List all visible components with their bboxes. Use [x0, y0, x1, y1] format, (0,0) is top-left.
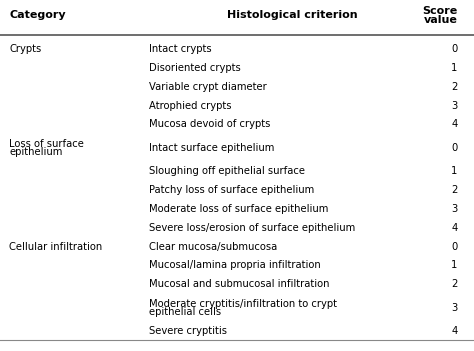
Text: Crypts: Crypts: [9, 44, 42, 54]
Text: Disoriented crypts: Disoriented crypts: [149, 63, 241, 73]
Text: Sloughing off epithelial surface: Sloughing off epithelial surface: [149, 166, 305, 177]
Text: 3: 3: [451, 101, 457, 111]
Text: epithelium: epithelium: [9, 147, 63, 157]
Text: Atrophied crypts: Atrophied crypts: [149, 101, 232, 111]
Text: 0: 0: [451, 143, 457, 153]
Text: Cellular infiltration: Cellular infiltration: [9, 241, 103, 252]
Text: Category: Category: [9, 10, 66, 20]
Text: Score: Score: [422, 6, 457, 15]
Text: Moderate loss of surface epithelium: Moderate loss of surface epithelium: [149, 204, 328, 214]
Text: Mucosal and submucosal infiltration: Mucosal and submucosal infiltration: [149, 279, 330, 289]
Text: Patchy loss of surface epithelium: Patchy loss of surface epithelium: [149, 185, 315, 195]
Text: Moderate cryptitis/infiltration to crypt: Moderate cryptitis/infiltration to crypt: [149, 299, 337, 309]
Text: 0: 0: [451, 241, 457, 252]
Text: 2: 2: [451, 185, 457, 195]
Text: Histological criterion: Histological criterion: [228, 10, 358, 20]
Text: Clear mucosa/submucosa: Clear mucosa/submucosa: [149, 241, 278, 252]
Text: value: value: [424, 15, 457, 25]
Text: 0: 0: [451, 44, 457, 54]
Text: Mucosa devoid of crypts: Mucosa devoid of crypts: [149, 119, 271, 130]
Text: Severe cryptitis: Severe cryptitis: [149, 326, 228, 336]
Text: 4: 4: [451, 119, 457, 130]
Text: Severe loss/erosion of surface epithelium: Severe loss/erosion of surface epitheliu…: [149, 223, 356, 233]
Text: Intact crypts: Intact crypts: [149, 44, 212, 54]
Text: Variable crypt diameter: Variable crypt diameter: [149, 82, 267, 92]
Text: 1: 1: [451, 260, 457, 270]
Text: Intact surface epithelium: Intact surface epithelium: [149, 143, 275, 153]
Text: 1: 1: [451, 166, 457, 177]
Text: 3: 3: [451, 204, 457, 214]
Text: Loss of surface: Loss of surface: [9, 139, 84, 149]
Text: 2: 2: [451, 82, 457, 92]
Text: 3: 3: [451, 303, 457, 313]
Text: 2: 2: [451, 279, 457, 289]
Text: 1: 1: [451, 63, 457, 73]
Text: Mucosal/lamina propria infiltration: Mucosal/lamina propria infiltration: [149, 260, 321, 270]
Text: 4: 4: [451, 326, 457, 336]
Text: epithelial cells: epithelial cells: [149, 306, 221, 317]
Text: 4: 4: [451, 223, 457, 233]
